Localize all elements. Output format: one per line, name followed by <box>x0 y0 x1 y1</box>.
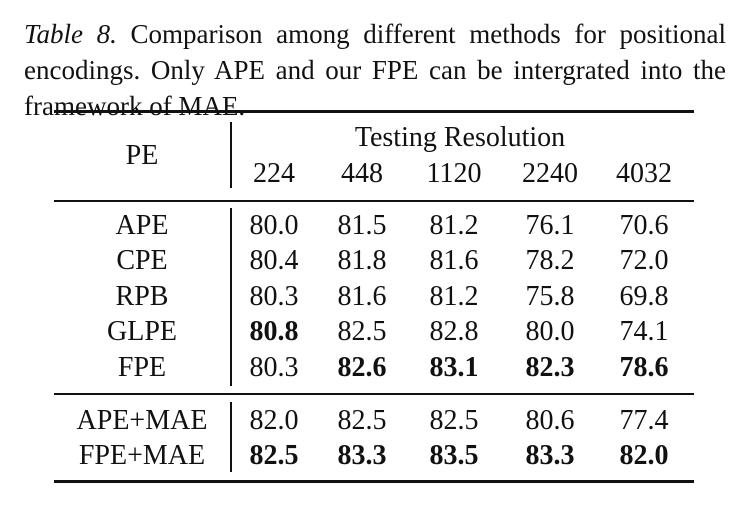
table-cell: 70.6 <box>619 210 669 241</box>
row-method: FPE+MAE <box>78 440 206 472</box>
header-rule <box>54 200 694 202</box>
table-cell: 82.5 <box>429 405 479 436</box>
table-cell: 76.1 <box>525 210 575 241</box>
column-header: 4032 <box>616 158 672 189</box>
table-cell: 82.5 <box>337 316 387 348</box>
table-cell: 77.4 <box>619 405 669 436</box>
table-cell: 81.8 <box>337 245 387 277</box>
table-cell: 80.4 <box>249 245 299 277</box>
testing-resolution-header: Testing Resolution <box>354 122 566 153</box>
column-header: 224 <box>253 158 295 189</box>
row-method: APE <box>115 210 169 241</box>
column-header: 1120 <box>426 158 482 189</box>
table-cell: 83.3 <box>337 440 387 472</box>
table-cell: 81.6 <box>337 280 387 312</box>
caption-text: Comparison among different methods for p… <box>24 19 726 121</box>
caption-label: Table 8. <box>24 19 117 49</box>
row-method: RPB <box>115 280 169 312</box>
table-cell: 69.8 <box>619 280 669 312</box>
column-header: 448 <box>341 158 383 189</box>
table-cell: 81.5 <box>337 210 387 241</box>
row-method: GLPE <box>107 316 177 348</box>
table-cell: 80.3 <box>249 351 299 383</box>
section-rule <box>54 393 694 395</box>
table-cell: 82.5 <box>249 440 299 472</box>
table-cell: 82.0 <box>249 405 299 436</box>
table-cell: 74.1 <box>619 316 669 348</box>
top-rule <box>54 110 694 113</box>
table-cell: 82.5 <box>337 405 387 436</box>
table-cell: 72.0 <box>619 245 669 277</box>
pe-header: PE <box>125 140 159 171</box>
column-separator <box>230 402 232 472</box>
table-cell: 81.2 <box>429 280 479 312</box>
bottom-rule <box>54 480 694 483</box>
table-cell: 83.3 <box>525 440 575 472</box>
table-cell: 80.0 <box>249 210 299 241</box>
table-caption: Table 8. Comparison among different meth… <box>24 16 726 124</box>
table-cell: 80.6 <box>525 405 575 436</box>
table-cell: 81.2 <box>429 210 479 241</box>
table-cell: 82.6 <box>337 351 387 383</box>
table-cell: 82.8 <box>429 316 479 348</box>
table-cell: 83.1 <box>429 351 479 383</box>
table-cell: 78.2 <box>525 245 575 277</box>
column-separator <box>230 208 232 386</box>
table-cell: 81.6 <box>429 245 479 277</box>
table-cell: 80.3 <box>249 280 299 312</box>
table-cell: 80.8 <box>249 316 299 348</box>
row-method: FPE <box>117 351 167 383</box>
table-cell: 78.6 <box>619 351 669 383</box>
table-cell: 82.3 <box>525 351 575 383</box>
row-method: APE+MAE <box>76 405 208 436</box>
table-cell: 82.0 <box>619 440 669 472</box>
table-cell: 83.5 <box>429 440 479 472</box>
column-header: 2240 <box>522 158 578 189</box>
table-cell: 80.0 <box>525 316 575 348</box>
column-separator <box>230 122 232 188</box>
table-cell: 75.8 <box>525 280 575 312</box>
row-method: CPE <box>116 245 168 277</box>
